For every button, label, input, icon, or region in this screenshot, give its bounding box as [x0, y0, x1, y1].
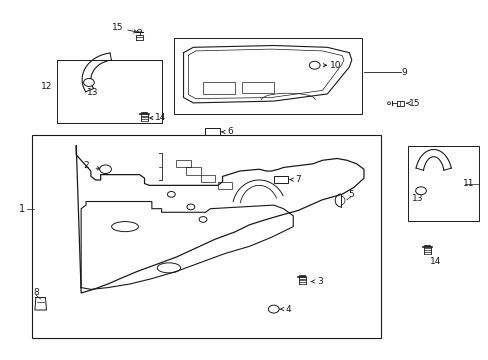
Text: 14: 14: [429, 257, 441, 266]
Circle shape: [186, 204, 194, 210]
Text: 13: 13: [411, 194, 423, 203]
Bar: [200, 175, 215, 182]
Bar: [32, 135, 380, 338]
Text: 10: 10: [330, 61, 341, 70]
Text: 13: 13: [86, 87, 98, 96]
Bar: [185, 167, 200, 175]
Bar: [173, 39, 361, 114]
Text: 8: 8: [33, 288, 39, 297]
Circle shape: [415, 187, 426, 195]
Bar: [176, 160, 190, 167]
Text: 12: 12: [41, 82, 53, 91]
Text: 15: 15: [408, 99, 420, 108]
Text: 2: 2: [83, 161, 89, 170]
Text: 15: 15: [112, 23, 123, 32]
Bar: [203, 82, 234, 94]
Text: 14: 14: [155, 113, 166, 122]
Bar: [57, 60, 161, 123]
Circle shape: [199, 217, 206, 222]
Text: 3: 3: [317, 277, 322, 286]
Text: 6: 6: [226, 127, 232, 136]
Bar: [217, 182, 232, 189]
Circle shape: [83, 78, 94, 86]
Circle shape: [167, 192, 175, 197]
Bar: [407, 146, 478, 221]
Circle shape: [100, 165, 111, 174]
Circle shape: [309, 61, 320, 69]
Bar: [242, 82, 273, 93]
Bar: [273, 176, 288, 183]
Circle shape: [268, 305, 279, 313]
Text: 1: 1: [19, 204, 25, 214]
Bar: [205, 128, 220, 135]
Text: 4: 4: [285, 305, 290, 314]
Text: 9: 9: [401, 68, 407, 77]
Text: 7: 7: [295, 175, 301, 184]
Text: 5: 5: [347, 190, 353, 199]
Text: 11: 11: [462, 179, 473, 188]
